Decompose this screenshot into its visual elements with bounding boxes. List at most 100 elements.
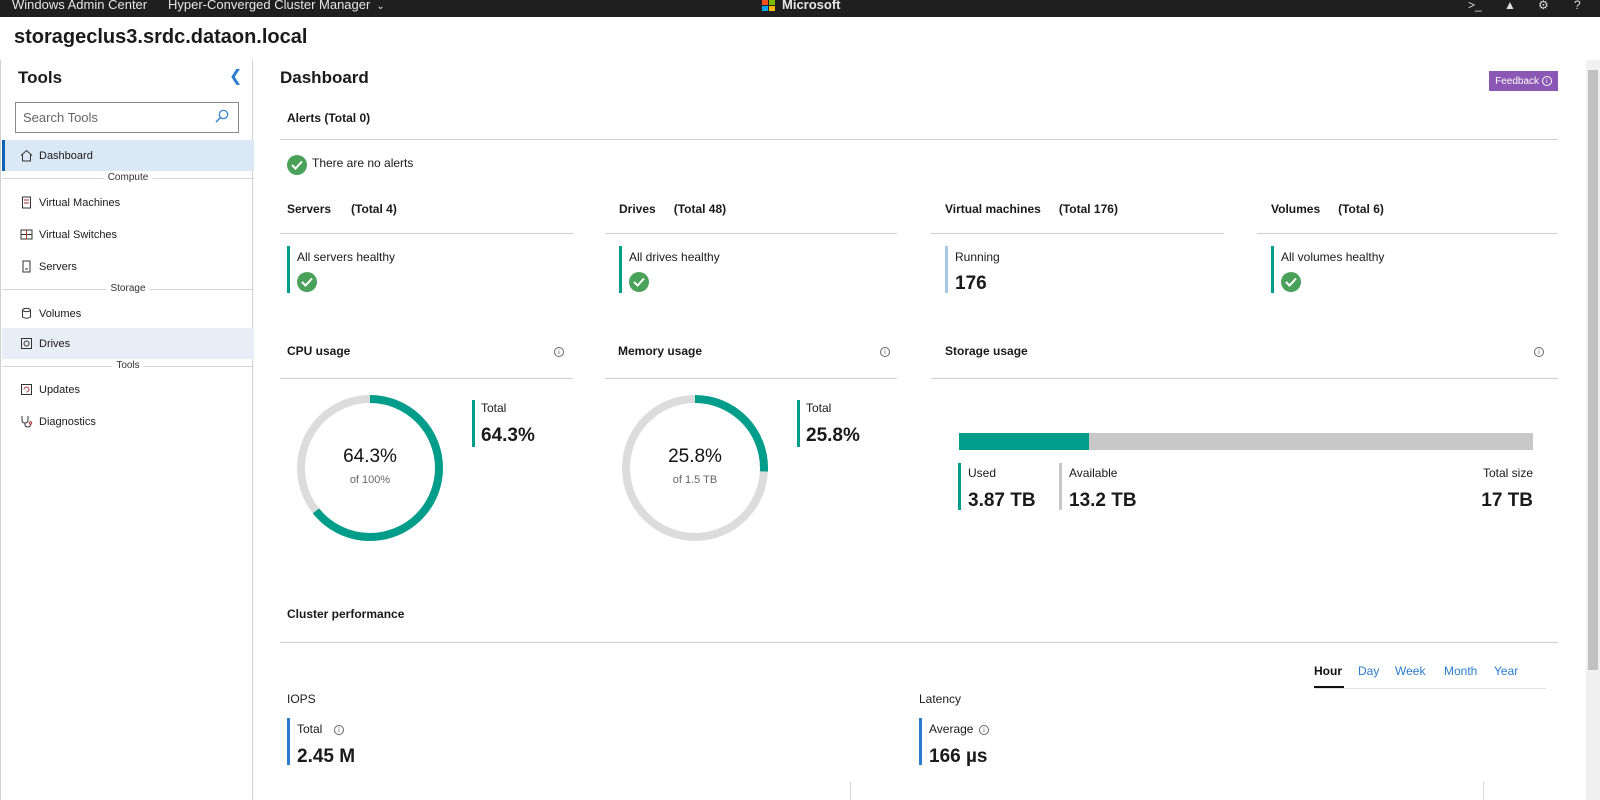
info-icon[interactable]: i [334,725,344,735]
storage-available-value: 13.2 TB [1069,490,1137,511]
drive-icon [21,338,32,349]
cpu-donut-center: 64.3% of 100% [320,446,420,486]
tab-week[interactable]: Week [1395,664,1426,678]
vms-title-label: Virtual machines [945,202,1041,216]
storage-used-fill [959,433,1090,450]
group-label-storage: Storage [106,283,150,294]
status-bar [1271,246,1274,293]
sidebar-item-virtual-switches[interactable]: Virtual Switches [2,219,254,250]
storage-title: Storage usage [945,344,1028,358]
sidebar-item-volumes[interactable]: Volumes [2,298,254,329]
divider [931,233,1224,234]
tab-month[interactable]: Month [1444,664,1478,678]
scrollbar[interactable] [1586,60,1600,800]
vm-icon [22,196,31,209]
vms-total: (Total 176) [1058,202,1118,216]
status-bar [619,246,622,293]
info-icon: i [1541,76,1552,86]
cpu-total-label: Total [481,401,507,415]
group-label-compute: Compute [103,172,153,183]
servers-title[interactable]: Servers (Total 4) [287,202,397,216]
dashboard-main: Dashboard Feedback i Alerts (Total 0) Th… [254,60,1584,800]
sidebar-item-label: Virtual Switches [39,229,118,241]
search-tools-box [15,102,239,133]
status-bar [797,400,800,447]
bell-icon[interactable]: ▲ [1504,0,1516,12]
app-switcher[interactable]: Hyper-Converged Cluster Manager ⌄ [168,0,385,12]
iops-label: Total [297,722,323,736]
status-bar [287,718,290,765]
help-icon[interactable]: ? [1574,0,1581,12]
storage-used-label: Used [968,466,997,480]
check-icon [287,155,307,175]
memory-total-label: Total [806,401,832,415]
latency-value: 166 µs [929,746,988,767]
sidebar-title: Tools [18,68,63,87]
tab-year[interactable]: Year [1494,664,1519,678]
sidebar-item-label: Servers [39,261,77,273]
page-title: Dashboard [280,68,369,87]
scrollbar-thumb[interactable] [1588,70,1598,670]
divider [850,782,851,800]
status-bar [287,246,290,293]
active-tab-indicator [1314,686,1344,688]
servers-status: All servers healthy [297,250,396,264]
vms-count: 176 [955,273,987,294]
info-icon[interactable]: i [1534,347,1544,357]
app-switcher-label: Hyper-Converged Cluster Manager [168,0,371,12]
sidebar-item-label: Updates [39,384,80,396]
chevron-down-icon: ⌄ [376,1,385,12]
info-icon[interactable]: i [554,347,564,357]
drives-title-label: Drives [619,202,656,216]
info-icon[interactable]: i [979,725,989,735]
sidebar-item-label: Drives [39,338,71,350]
brand-name: Microsoft [782,0,841,12]
sidebar-item-updates[interactable]: Updates [2,374,254,405]
volumes-title[interactable]: Volumes (Total 6) [1271,202,1384,216]
storage-usage-bar [959,433,1533,450]
memory-donut-center: 25.8% of 1.5 TB [645,446,745,486]
tab-day[interactable]: Day [1358,664,1380,678]
divider [605,378,897,379]
iops-value: 2.45 M [297,746,356,767]
donut-fill [297,395,443,541]
latency-title: Latency [919,692,962,706]
status-bar [945,246,948,293]
drives-title[interactable]: Drives (Total 48) [619,202,726,216]
divider [280,378,573,379]
vms-title[interactable]: Virtual machines (Total 176) [945,202,1118,216]
divider [931,378,1558,379]
sidebar-item-label: Virtual Machines [39,197,121,209]
sidebar-item-dashboard[interactable]: Dashboard [2,140,254,171]
home-icon [20,149,33,162]
volumes-title-label: Volumes [1271,202,1321,216]
terminal-icon[interactable]: >_ [1468,0,1482,12]
sidebar-item-drives[interactable]: Drives [2,328,254,359]
search-tools-input[interactable] [16,103,206,131]
sidebar-item-label: Volumes [39,308,82,320]
feedback-button[interactable]: Feedback i [1489,71,1558,91]
drives-status: All drives healthy [629,250,720,264]
info-icon[interactable]: i [880,347,890,357]
sidebar-item-diagnostics[interactable]: Diagnostics [2,406,254,437]
feedback-label: Feedback [1495,75,1540,87]
gear-icon[interactable]: ⚙ [1538,0,1549,12]
storage-total-label: Total size [1482,466,1533,480]
sidebar-item-servers[interactable]: Servers [2,251,254,282]
volumes-total: (Total 6) [1338,202,1384,216]
sidebar-item-virtual-machines[interactable]: Virtual Machines [2,187,254,218]
app-title[interactable]: Windows Admin Center [12,0,148,12]
volumes-status: All volumes healthy [1281,250,1385,264]
performance-title: Cluster performance [287,607,405,621]
check-icon [297,272,317,292]
sidebar-item-label: Diagnostics [39,416,96,428]
status-bar [919,718,922,765]
server-icon [22,260,31,273]
cpu-center-of: of 100% [349,474,391,486]
alerts-message: There are no alerts [312,156,414,170]
status-bar [1059,463,1062,510]
tab-hour[interactable]: Hour [1314,664,1342,678]
search-icon[interactable] [215,109,229,123]
alerts-title[interactable]: Alerts (Total 0) [287,111,371,125]
collapse-sidebar-icon[interactable]: ❮ [229,68,243,85]
